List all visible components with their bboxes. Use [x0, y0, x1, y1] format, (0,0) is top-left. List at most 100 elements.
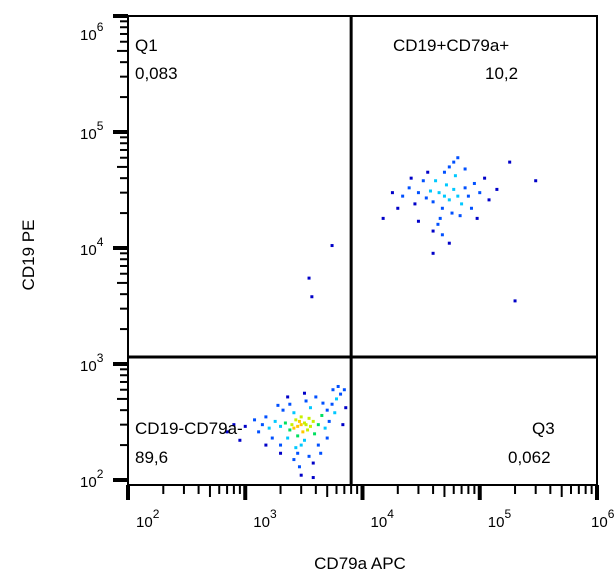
quadrant-label-q3: Q3: [532, 419, 555, 438]
x-tick-label: 104: [371, 507, 395, 531]
tick-base: 10: [591, 514, 608, 531]
data-point: [426, 170, 430, 174]
data-point: [288, 402, 292, 406]
data-point: [225, 430, 229, 434]
data-point: [292, 458, 296, 462]
tick-exponent: 3: [270, 507, 277, 521]
data-point: [301, 430, 305, 434]
tick-base: 10: [371, 514, 388, 531]
data-point: [307, 454, 311, 458]
data-point: [466, 194, 470, 198]
data-point: [458, 214, 462, 218]
data-point: [253, 418, 257, 422]
data-point: [333, 411, 337, 415]
data-point: [390, 191, 394, 195]
tick-exponent: 4: [97, 235, 104, 249]
data-point: [336, 384, 340, 388]
data-point: [438, 216, 442, 220]
data-point: [409, 176, 413, 180]
data-point: [264, 415, 268, 419]
data-point: [267, 426, 271, 430]
data-point: [413, 202, 417, 206]
data-point: [308, 406, 312, 410]
data-point: [442, 170, 446, 174]
data-point: [487, 198, 491, 202]
data-point: [302, 438, 306, 442]
data-point: [307, 416, 311, 420]
data-point: [431, 251, 435, 255]
data-point: [460, 202, 464, 206]
tick-exponent: 4: [387, 507, 394, 521]
data-point: [297, 419, 301, 423]
y-tick-label: 106: [80, 20, 104, 44]
data-point: [292, 411, 296, 415]
data-point: [407, 186, 411, 190]
points-layer: [225, 156, 538, 480]
data-point: [264, 443, 268, 447]
quadrant-value-q3: 0,062: [508, 448, 551, 467]
tick-exponent: 2: [153, 507, 160, 521]
data-point: [331, 388, 335, 392]
data-point: [344, 406, 348, 410]
quadrant-value-q4: 89,6: [135, 448, 168, 467]
data-point: [316, 443, 320, 447]
data-point: [330, 402, 334, 406]
x-tick-label: 102: [136, 507, 160, 531]
data-point: [478, 191, 482, 195]
y-tick-label: 105: [80, 119, 104, 143]
data-point: [296, 424, 300, 428]
data-point: [442, 194, 446, 198]
data-point: [292, 426, 296, 430]
plot-frame: [127, 15, 598, 486]
data-point: [320, 413, 324, 417]
tick-exponent: 6: [97, 20, 104, 34]
quadrant-value-q1: 0,083: [135, 64, 178, 83]
data-point: [321, 401, 325, 405]
data-point: [308, 424, 312, 428]
x-tick-label: 103: [253, 507, 277, 531]
data-point: [401, 194, 405, 198]
data-point: [323, 426, 327, 430]
data-point: [431, 229, 435, 233]
data-point: [325, 408, 329, 412]
data-point: [424, 196, 428, 200]
data-point: [444, 183, 448, 187]
data-point: [279, 443, 283, 447]
data-point: [311, 419, 315, 423]
data-point: [299, 423, 303, 427]
data-point: [534, 179, 538, 183]
data-point: [447, 241, 451, 245]
data-point: [281, 408, 285, 412]
data-point: [456, 194, 460, 198]
data-point: [299, 443, 303, 447]
data-point: [306, 428, 310, 432]
data-point: [431, 200, 435, 204]
quadrant-value-q2: 10,2: [485, 64, 518, 83]
data-point: [302, 391, 306, 395]
data-point: [428, 189, 432, 193]
data-point: [434, 179, 438, 183]
data-point: [260, 423, 264, 427]
data-point: [450, 211, 454, 215]
data-point: [273, 419, 277, 423]
tick-exponent: 5: [504, 507, 511, 521]
data-point: [416, 191, 420, 195]
data-point: [463, 186, 467, 190]
quadrant-label-q2: CD19+CD79a+: [393, 36, 509, 55]
tick-base: 10: [488, 514, 505, 531]
data-point: [232, 423, 236, 427]
data-point: [304, 399, 308, 403]
data-point: [294, 446, 298, 450]
data-point: [456, 156, 460, 160]
data-point: [440, 233, 444, 237]
data-point: [311, 476, 315, 480]
data-point: [257, 430, 261, 434]
data-point: [463, 167, 467, 171]
data-point: [453, 174, 457, 178]
tick-exponent: 6: [608, 507, 615, 521]
data-point: [313, 432, 317, 436]
tick-base: 10: [80, 242, 97, 259]
data-point: [495, 187, 499, 191]
data-point: [279, 451, 283, 455]
